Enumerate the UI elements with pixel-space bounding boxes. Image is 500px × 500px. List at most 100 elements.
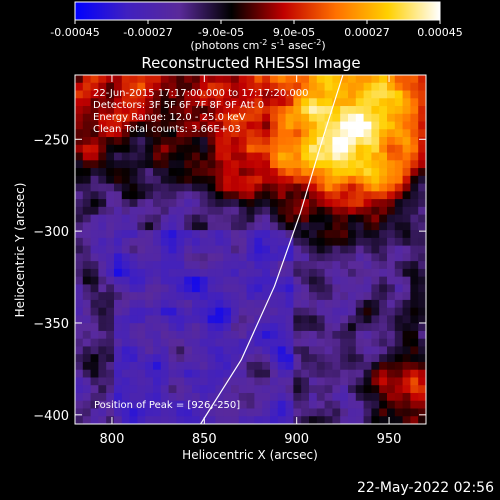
heatmap-cell [199,175,208,184]
heatmap-cell [168,268,177,278]
heatmap-cell [82,214,91,223]
heatmap-cell [371,191,380,200]
heatmap-cell [254,106,263,115]
heatmap-cell [223,315,232,324]
heatmap-cell [168,199,177,208]
heatmap-cell [137,307,146,316]
heatmap-cell [199,330,208,340]
heatmap-cell [82,330,91,340]
heatmap-cell [215,330,224,340]
heatmap-cell [129,144,138,153]
heatmap-cell [402,392,411,402]
heatmap-cell [332,160,341,169]
heatmap-cell [207,354,216,363]
heatmap-cell [153,199,162,208]
heatmap-cell [316,354,325,363]
heatmap-cell [106,214,115,223]
heatmap-cell [160,377,169,386]
heatmap-cell [184,113,193,122]
heatmap-cell [355,369,364,378]
heatmap-cell [176,175,185,184]
heatmap-cell [215,416,224,425]
heatmap-cell [184,160,193,169]
heatmap-cell [301,392,310,402]
heatmap-cell [348,106,357,115]
heatmap-cell [90,199,99,208]
heatmap-cell [402,416,411,425]
heatmap-cell [285,276,294,285]
heatmap-cell [145,392,154,402]
heatmap-cell [184,237,193,247]
heatmap-cell [184,408,193,417]
heatmap-cell [231,98,240,107]
heatmap-cell [137,408,146,417]
heatmap-cell [277,299,286,309]
heatmap-cell [309,408,318,417]
heatmap-cell [192,338,201,347]
heatmap-cell [277,315,286,324]
heatmap-cell [371,245,380,254]
heatmap-cell [355,144,364,153]
heatmap-cell [98,106,107,115]
heatmap-cell [285,90,294,99]
heatmap-cell [324,137,333,146]
heatmap-cell [379,361,388,371]
heatmap-cell [387,276,396,285]
heatmap-cell [238,323,247,332]
heatmap-cell [348,338,357,347]
heatmap-cell [301,253,310,262]
heatmap-cell [184,354,193,363]
heatmap-cell [340,191,349,200]
heatmap-cell [254,307,263,316]
heatmap-cell [355,276,364,285]
heatmap-cell [199,323,208,332]
heatmap-cell [82,175,91,184]
heatmap-cell [75,199,84,208]
heatmap-cell [90,261,99,270]
heatmap-cell [231,253,240,262]
heatmap-cell [160,323,169,332]
heatmap-cell [160,392,169,402]
heatmap-cell [332,214,341,223]
heatmap-cell [254,408,263,417]
heatmap-cell [184,106,193,115]
heatmap-cell [129,75,138,84]
heatmap-cell [90,152,99,161]
heatmap-cell [394,307,403,316]
heatmap-cell [90,113,99,122]
heatmap-cell [309,400,318,409]
heatmap-cell [145,416,154,425]
heatmap-cell [223,354,232,363]
heatmap-cell [418,253,427,262]
heatmap-cell [285,400,294,409]
heatmap-cell [309,330,318,340]
heatmap-cell [379,346,388,355]
heatmap-cell [410,408,419,417]
heatmap-cell [332,354,341,363]
heatmap-cell [402,369,411,378]
heatmap-cell [270,144,279,153]
heatmap-cell [262,206,271,215]
heatmap-cell [309,160,318,169]
heatmap-cell [192,237,201,247]
heatmap-cell [301,307,310,316]
heatmap-cell [90,377,99,386]
heatmap-cell [176,315,185,324]
heatmap-cell [215,361,224,371]
heatmap-cell [355,82,364,91]
heatmap-cell [355,268,364,278]
heatmap-cell [114,346,123,355]
heatmap-cell [371,152,380,161]
colorbar-tick-label: -9.0e-05 [198,26,244,39]
heatmap-cell [246,152,255,161]
heatmap-cell [207,214,216,223]
heatmap-cell [309,214,318,223]
heatmap-cell [371,315,380,324]
heatmap-cell [168,113,177,122]
heatmap-cell [418,191,427,200]
heatmap-cell [75,82,84,91]
heatmap-cell [387,121,396,130]
heatmap-cell [371,299,380,309]
heatmap-cell [137,214,146,223]
heatmap-cell [402,175,411,184]
